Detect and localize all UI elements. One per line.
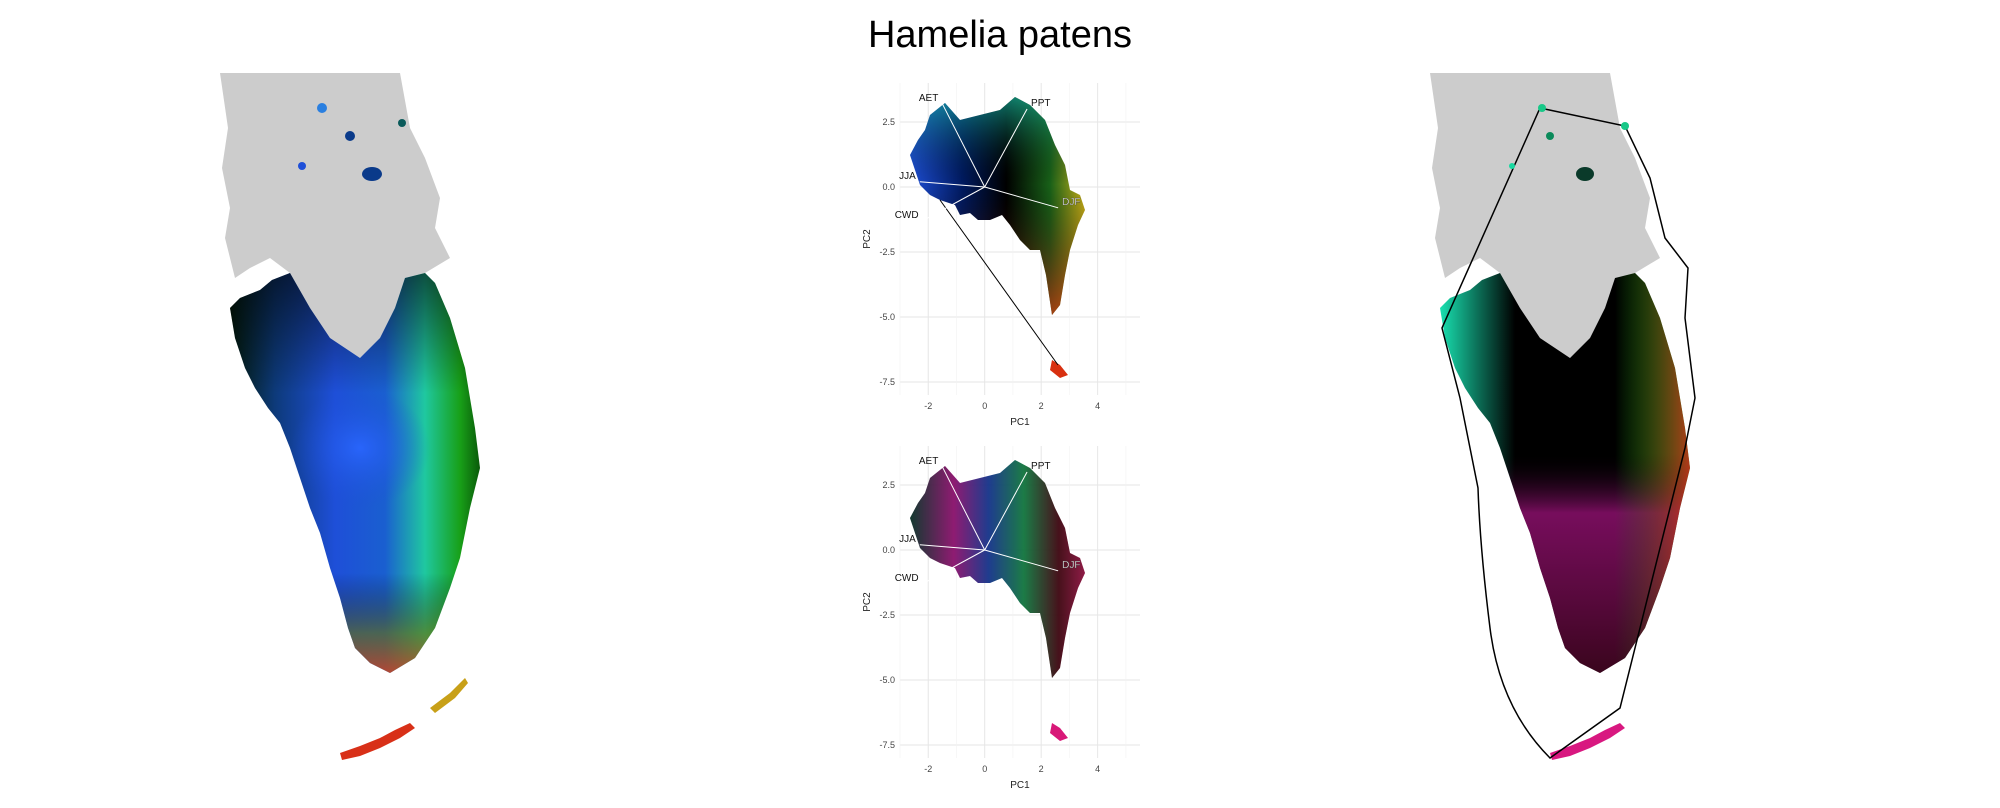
point <box>1576 167 1594 181</box>
y-axis-label: PC2 <box>862 592 873 612</box>
point <box>298 162 306 170</box>
point <box>1546 132 1554 140</box>
right-map <box>1430 73 1696 760</box>
x-tick-label: 2 <box>1039 764 1044 774</box>
loading-label: PPT <box>1031 98 1050 109</box>
y-tick-label: -2.5 <box>879 247 895 257</box>
point <box>398 119 406 127</box>
left-map <box>220 73 480 760</box>
loading-arrow <box>941 466 986 551</box>
x-axis-label: PC1 <box>1010 417 1030 428</box>
north-land <box>220 73 450 358</box>
page-title: Hamelia patens <box>867 14 1133 56</box>
x-tick-label: 0 <box>982 764 987 774</box>
x-tick-label: -2 <box>924 764 932 774</box>
point <box>1621 122 1629 130</box>
loading-label: PPT <box>1031 461 1050 472</box>
pca-top-loadings: AET PPT JJA CWD DJF <box>895 93 1081 222</box>
loading-label: DJF <box>1062 560 1080 571</box>
loading-label: DJF <box>1062 197 1080 208</box>
y-tick-label: -5.0 <box>879 675 895 685</box>
loading-arrow <box>984 471 1028 551</box>
north-land <box>1430 73 1660 358</box>
loading-arrow <box>922 549 985 585</box>
y-tick-label: -7.5 <box>879 377 895 387</box>
loading-label: AET <box>919 93 938 104</box>
point <box>1538 104 1546 112</box>
convex-hull-outline <box>1441 107 1696 759</box>
loading-label: CWD <box>895 210 919 221</box>
loading-arrow <box>919 181 985 188</box>
loading-label: AET <box>919 456 938 467</box>
point <box>317 103 327 113</box>
x-tick-label: 4 <box>1095 401 1100 411</box>
pca-bottom-loadings: AET PPT JJA CWD DJF <box>895 456 1081 585</box>
y-tick-label: 0.0 <box>882 545 895 555</box>
x-tick-label: -2 <box>924 401 932 411</box>
pca-bottom-cloud <box>910 460 1085 678</box>
x-tick-label: 4 <box>1095 764 1100 774</box>
loading-label: JJA <box>899 171 916 182</box>
loading-label: CWD <box>895 573 919 584</box>
loading-arrow <box>984 549 1059 572</box>
y-tick-label: -5.0 <box>879 312 895 322</box>
y-tick-label: -7.5 <box>879 740 895 750</box>
loading-arrow <box>941 103 986 188</box>
pca-plot-bottom: -2 0 2 4 2.5 0.0 -2.5 -5.0 -7.5 PC1 PC2 AET PPT JJA C… <box>862 446 1140 791</box>
x-axis-label: PC1 <box>1010 780 1030 791</box>
y-axis-label: PC2 <box>862 229 873 249</box>
y-tick-label: 2.5 <box>882 480 895 490</box>
point <box>1509 163 1515 169</box>
loading-arrow <box>984 108 1028 188</box>
loading-arrow <box>922 186 985 222</box>
loading-label: JJA <box>899 534 916 545</box>
y-tick-label: 2.5 <box>882 117 895 127</box>
x-tick-label: 0 <box>982 401 987 411</box>
y-tick-label: 0.0 <box>882 182 895 192</box>
x-tick-label: 2 <box>1039 401 1044 411</box>
loading-arrow <box>919 544 985 551</box>
point <box>362 167 382 181</box>
loading-arrow <box>984 186 1059 209</box>
keys <box>340 723 415 760</box>
pca-plot-top: -2 0 2 4 2.5 0.0 -2.5 -5.0 -7.5 PC1 PC2 AET PPT JJA C… <box>862 83 1140 428</box>
point <box>345 131 355 141</box>
y-tick-label: -2.5 <box>879 610 895 620</box>
